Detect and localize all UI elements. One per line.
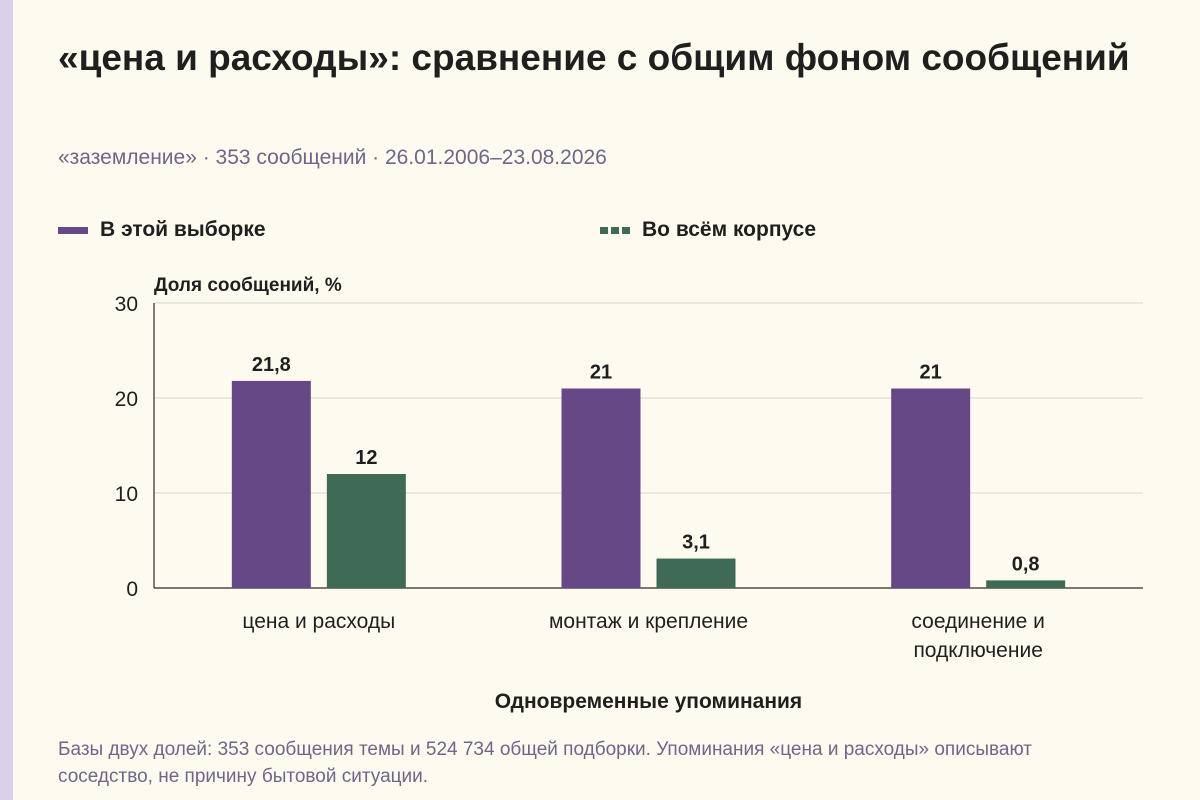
legend-swatch-corpus: [600, 226, 630, 234]
bar-sample: [891, 388, 971, 588]
legend-item-sample: В этой выборке: [58, 218, 266, 242]
bar-value-label: 12: [355, 447, 377, 469]
legend-label-sample: В этой выборке: [100, 218, 266, 241]
x-tick-label: монтаж и крепление: [549, 610, 748, 633]
x-tick-label: цена и расходы: [242, 610, 395, 633]
x-axis-label: Одновременные упоминания: [495, 690, 802, 713]
bar-value-label: 21,8: [252, 354, 291, 376]
legend-label-corpus: Во всём корпусе: [642, 218, 817, 241]
page-subtitle: «заземление» · 353 сообщений · 26.01.200…: [58, 146, 607, 169]
bar-sample: [231, 380, 311, 588]
side-accent-bar: [0, 0, 13, 800]
footnote: Базы двух долей: 353 сообщения темы и 52…: [58, 739, 1032, 787]
y-axis-label: Доля сообщений, %: [154, 275, 342, 296]
bar-corpus: [326, 474, 406, 588]
bar-value-label: 21: [920, 362, 942, 384]
y-tick-label: 30: [115, 293, 138, 316]
bar-corpus: [986, 580, 1066, 588]
bar-corpus: [656, 558, 736, 588]
y-tick-label: 0: [126, 578, 138, 601]
legend-swatch-sample: [58, 226, 88, 234]
bar-value-label: 3,1: [682, 532, 710, 554]
bar-chart: 0 10 20 30 Доля сообщений, % 21,8 12 цена и рас…: [115, 275, 1143, 713]
bar-value-label: 0,8: [1012, 553, 1040, 575]
x-tick-label: соединение и: [911, 610, 1044, 633]
page-title: «цена и расходы»: сравнение с общим фоно…: [58, 37, 1130, 78]
legend-item-corpus: Во всём корпусе: [600, 218, 816, 242]
bar-value-label: 21: [590, 362, 612, 384]
y-tick-label: 20: [115, 388, 138, 411]
x-tick-label: подключение: [913, 639, 1042, 662]
y-tick-label: 10: [115, 483, 138, 506]
bar-sample: [561, 388, 641, 588]
